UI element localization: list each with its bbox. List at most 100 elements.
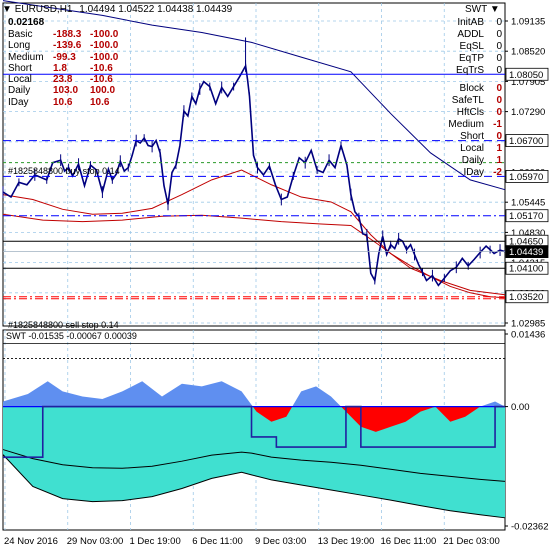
left-panel-row: Daily 103.0 100.0: [8, 85, 128, 96]
right-panel-row: Medium -1: [420, 119, 504, 131]
right-panel-row: Local 1: [420, 143, 504, 155]
left-panel-value: -10.6: [90, 62, 113, 74]
left-panel-value: -139.6: [53, 40, 82, 52]
right-panel-value: 0: [496, 29, 502, 40]
right-panel-value: 0: [496, 95, 502, 106]
right-panel-label: Local: [460, 143, 484, 154]
right-panel-row: Daily 1: [420, 155, 504, 167]
left-panel-value: -10.6: [90, 74, 113, 86]
level-price-box: [505, 67, 549, 81]
right-panel-label: InitAB: [457, 17, 484, 28]
level-price-box: [505, 170, 549, 183]
symbol-label: EURUSD,H1: [14, 4, 73, 15]
level-price-label: 1.05970: [509, 172, 543, 183]
left-panel-row: Short 1.8 -10.6: [8, 63, 128, 74]
right-panel-label: EqSL: [459, 41, 484, 52]
left-panel-label: IDay: [8, 96, 29, 108]
right-panel-value: 0: [496, 17, 502, 28]
level-price-box: [505, 245, 549, 259]
swt-envelope-line: [2, 454, 506, 519]
right-panel-label: HftCls: [456, 107, 484, 118]
left-panel-value: 1.8: [53, 62, 67, 74]
right-panel-value: 0: [496, 107, 502, 118]
left-panel-label: Medium: [8, 51, 44, 63]
right-panel-value: -1: [493, 119, 502, 130]
right-panel-value: 0: [496, 83, 502, 94]
swt-cyan-area: [3, 406, 505, 518]
left-panel-value: 23.8: [53, 74, 73, 86]
left-panel-value: 100.0: [90, 85, 116, 97]
y-tick-label: 1.09135: [511, 17, 545, 28]
left-panel-label: Long: [8, 40, 31, 52]
left-panel-value: 10.6: [53, 96, 73, 108]
chart-header: ▼ EURUSD,H1 1.04494 1.04522 1.04438 1.04…: [2, 4, 232, 16]
left-panel-label: Basic: [8, 29, 33, 40]
level-price-label: 1.04650: [509, 237, 543, 248]
left-panel-row: Local 23.8 -10.6: [8, 74, 128, 85]
right-panel-row: IDay -2: [420, 167, 504, 179]
right-panel-label: Medium: [448, 119, 484, 130]
right-panel-label: EqTP: [458, 53, 484, 64]
right-panel-row: InitAB 0: [420, 17, 504, 29]
left-panel-label: Local: [8, 74, 32, 86]
right-panel-value: 0: [496, 41, 502, 52]
right-panel-row: ADDL 0: [420, 29, 504, 41]
left-panel-row: IDay 10.6 10.6: [8, 97, 128, 108]
collapse-icon[interactable]: ▼: [2, 4, 12, 15]
level-price-box: [505, 209, 549, 223]
chevron-down-icon[interactable]: ▼: [489, 4, 500, 15]
sub-y-tick-label: -0.02362: [511, 522, 549, 533]
buy-stop-label: #1825848800 buy stop 0.14: [8, 166, 120, 176]
right-info-panel: InitAB 0 ADDL 0 EqSL 0 EqTP 0 EqTrS 0 Block 0 SafeTL…: [420, 17, 504, 179]
y-tick-label: 1.05445: [511, 198, 545, 209]
moving-average-line: [2, 213, 506, 296]
level-price-label: 1.03520: [509, 292, 543, 303]
x-tick-label: 24 Nov 2016: [4, 536, 58, 547]
y-tick-label: 1.07905: [511, 77, 545, 88]
left-panel-value: -100.0: [90, 40, 119, 52]
right-panel-label: Block: [459, 83, 484, 94]
right-panel-label: ADDL: [457, 29, 484, 40]
right-panel-row: Short 0: [420, 131, 504, 143]
right-panel-row: Block 0: [420, 83, 504, 95]
y-tick-label: 1.07290: [511, 107, 545, 118]
right-panel-value: 0: [496, 65, 502, 76]
subwindow-title: SWT -0.01535 -0.00067 0.00039: [6, 331, 137, 341]
main-plot-frame: [2, 2, 506, 327]
left-panel-value: -99.3: [53, 51, 76, 63]
x-tick-label: 16 Dec 11:00: [381, 536, 437, 547]
x-tick-label: 13 Dec 19:00: [318, 536, 375, 547]
left-panel-label: Daily: [8, 85, 31, 97]
level-price-label: 1.04100: [509, 264, 543, 275]
right-panel-value: 1: [496, 155, 502, 166]
account-value: 0.02168: [8, 17, 45, 28]
moving-average-line: [2, 0, 506, 191]
right-panel-value: 1: [496, 143, 502, 154]
right-panel-value: 0: [496, 53, 502, 64]
level-price-box: [505, 134, 549, 147]
left-info-panel: Basic -188.3 -100.0 Long -139.6 -100.0 Medium -…: [8, 29, 128, 108]
level-price-box: [505, 290, 549, 304]
right-panel-row: EqTrS 0: [420, 65, 504, 77]
level-price-label: 1.04439: [509, 247, 543, 258]
ohlc-label: 1.04494 1.04522 1.04438 1.04439: [79, 4, 233, 15]
swt-step-line: [3, 405, 505, 458]
right-panel-row: EqSL 0: [420, 41, 504, 53]
left-panel-row: Long -139.6 -100.0: [8, 40, 128, 51]
swt-blue-area: [3, 381, 505, 407]
y-tick-label: 1.04830: [511, 228, 545, 239]
sub-y-tick-label: 0.00: [511, 402, 530, 413]
right-panel-label: Short: [460, 131, 484, 142]
level-price-box: [505, 261, 549, 275]
right-panel-row: HftCls 0: [420, 107, 504, 119]
moving-average-line: [2, 169, 506, 299]
y-tick-label: 1.02985: [511, 319, 545, 330]
price-line: [2, 63, 506, 287]
right-panel-label: SafeTL: [451, 95, 484, 106]
swt-envelope-line: [2, 449, 506, 482]
left-panel-value: 10.6: [90, 96, 110, 108]
level-price-label: 1.06700: [509, 136, 543, 147]
right-panel-row: SafeTL 0: [420, 95, 504, 107]
left-panel-row: Basic -188.3 -100.0: [8, 29, 128, 40]
